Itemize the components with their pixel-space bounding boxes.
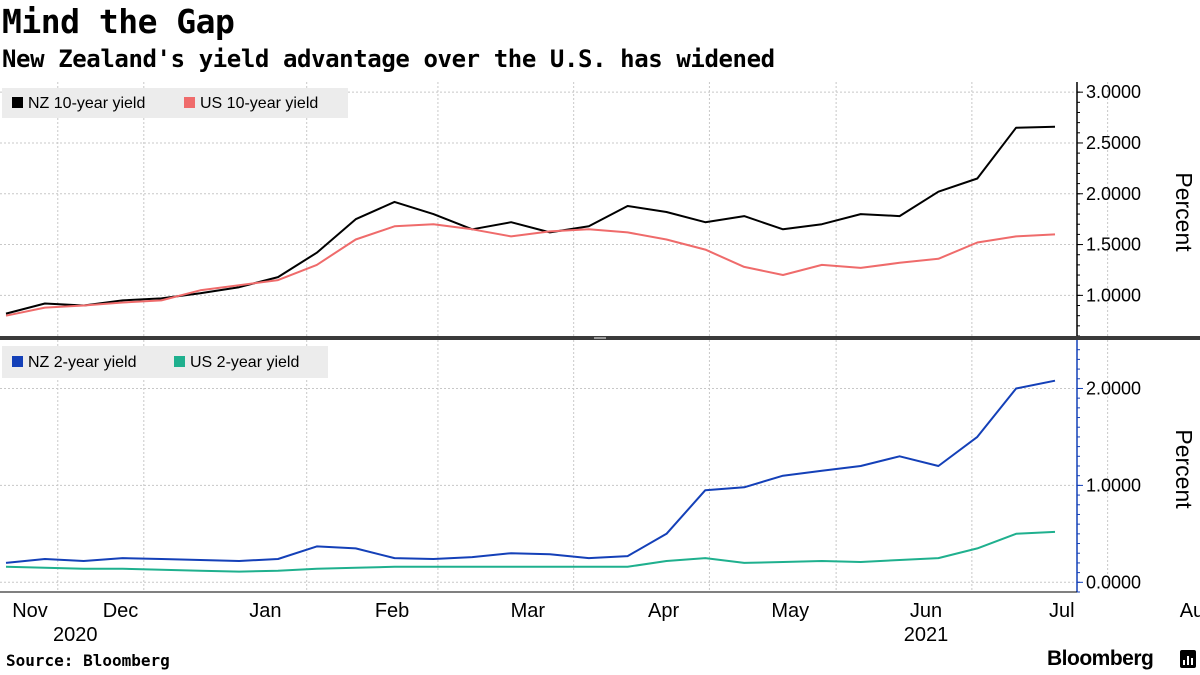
- series-line-us2: [5, 530, 1056, 573]
- y-tick-label-0-1: 1.5000: [1086, 235, 1141, 255]
- x-tick-label-0: Nov: [12, 600, 48, 622]
- panel-divider-handle[interactable]: [594, 337, 606, 339]
- legend-swatch-nz10: [12, 97, 23, 108]
- series-layer: [5, 125, 1056, 573]
- legend-bottom-bg: [2, 346, 328, 378]
- bloomberg-logo: Bloomberg: [1047, 647, 1154, 670]
- legend-top-bg: [2, 88, 348, 118]
- x-tick-label-1: Dec: [103, 600, 139, 622]
- y-tick-label-0-4: 3.0000: [1086, 82, 1141, 102]
- y-axis-title-bottom: Percent: [1171, 429, 1197, 509]
- legend-label-nz10: NZ 10-year yield: [28, 95, 145, 112]
- y-tick-label-1-1: 1.0000: [1086, 475, 1141, 495]
- legend-swatch-us10: [184, 97, 195, 108]
- axis-layer: 1.0000 1.5000 2.0000 2.5000 3.0000 0.0000 1.00…: [0, 82, 1200, 646]
- y-axis-title-top: Percent: [1171, 172, 1197, 252]
- y-tick-label-1-0: 0.0000: [1086, 572, 1141, 592]
- series-line-us10: [5, 223, 1056, 317]
- chart-title: Mind the Gap: [2, 2, 235, 41]
- x-year-label-1: 2021: [904, 624, 949, 646]
- x-tick-label-7: Jun: [910, 600, 942, 622]
- grid-layer: [0, 82, 1109, 592]
- y-tick-label-0-0: 1.0000: [1086, 285, 1141, 305]
- legend-top: NZ 10-year yield US 10-year yield: [2, 88, 348, 118]
- x-tick-label-5: Apr: [648, 600, 679, 622]
- x-tick-label-8: Jul: [1049, 600, 1075, 622]
- x-tick-label-2: Jan: [249, 600, 281, 622]
- legend-label-nz2: NZ 2-year yield: [28, 354, 136, 371]
- bloomberg-chart-icon: [1180, 650, 1196, 668]
- legend-swatch-nz2: [12, 356, 23, 367]
- y-tick-label-1-2: 2.0000: [1086, 378, 1141, 398]
- chart-subtitle: New Zealand's yield advantage over the U…: [2, 45, 775, 73]
- y-tick-label-0-3: 2.5000: [1086, 133, 1141, 153]
- y-tick-label-0-2: 2.0000: [1086, 184, 1141, 204]
- x-year-label-0: 2020: [53, 624, 98, 646]
- x-tick-label-4: Mar: [511, 600, 546, 622]
- x-tick-label-6: May: [771, 600, 809, 622]
- x-tick-label-3: Feb: [375, 600, 409, 622]
- legend-swatch-us2: [174, 356, 185, 367]
- source-note: Source: Bloomberg: [6, 651, 170, 670]
- series-line-nz2: [5, 379, 1056, 564]
- legend-label-us2: US 2-year yield: [190, 354, 299, 371]
- series-line-nz10: [5, 125, 1056, 315]
- legend-bottom: NZ 2-year yield US 2-year yield: [2, 346, 328, 378]
- x-tick-label-9: Aug: [1180, 600, 1200, 622]
- legend-label-us10: US 10-year yield: [200, 95, 318, 112]
